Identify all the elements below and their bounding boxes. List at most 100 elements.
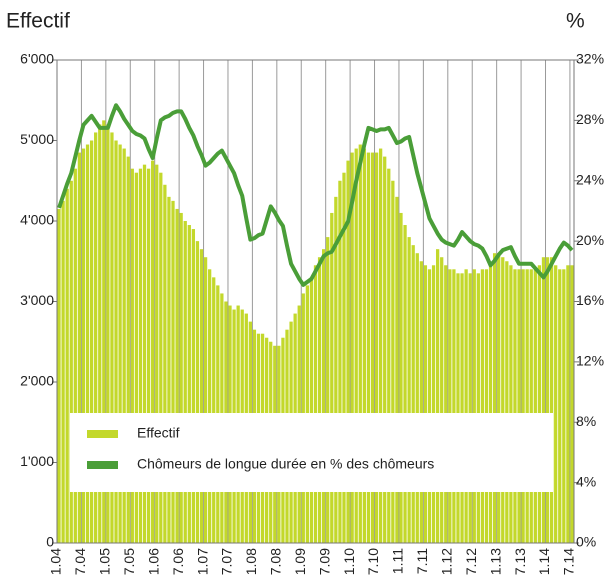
bar	[358, 144, 362, 543]
bar	[61, 200, 65, 543]
bar	[554, 265, 558, 543]
x-tick-label: 7.08	[268, 548, 284, 575]
bar	[427, 269, 432, 543]
bar	[395, 196, 399, 543]
y-tick-label: 2'000	[20, 373, 54, 389]
bar	[521, 269, 525, 543]
bar	[460, 273, 464, 543]
bar	[146, 168, 151, 544]
bar	[73, 168, 77, 544]
legend-label: Chômeurs de longue durée en % des chômeu…	[137, 456, 434, 472]
x-tick-label: 7.07	[219, 548, 235, 575]
bar	[114, 140, 118, 543]
bar	[399, 212, 403, 543]
bar	[208, 269, 212, 543]
bar	[362, 148, 366, 544]
y2-tick-label: 16%	[576, 292, 604, 308]
bar	[415, 253, 419, 543]
bar	[374, 152, 379, 543]
bar	[317, 257, 322, 543]
bar	[65, 188, 69, 544]
bar	[69, 180, 73, 543]
bar	[562, 269, 566, 543]
y-axis-label: Effectif	[6, 10, 70, 33]
lines	[57, 103, 574, 287]
bar	[179, 212, 183, 543]
bar	[501, 257, 505, 543]
y2-tick-label: 28%	[576, 111, 604, 127]
bar	[370, 152, 375, 543]
line	[57, 103, 574, 287]
y2-tick-label: 4%	[576, 473, 596, 489]
bar	[566, 265, 570, 543]
bar	[118, 144, 122, 543]
bar	[411, 245, 415, 543]
bar	[468, 273, 472, 543]
bar	[476, 273, 480, 543]
bar	[529, 269, 533, 543]
bar	[130, 168, 134, 544]
y2-tick-label: 32%	[576, 51, 604, 67]
bar	[334, 196, 338, 543]
bar	[513, 269, 517, 543]
bar	[163, 184, 167, 543]
bar	[354, 148, 358, 544]
bar	[492, 253, 497, 543]
x-tick-label: 1.12	[439, 548, 455, 575]
bar	[407, 237, 411, 543]
x-tick-label: 1.05	[97, 548, 113, 575]
y-tick-label: 0	[46, 534, 54, 550]
bar	[403, 225, 407, 543]
bar	[350, 152, 354, 543]
bar	[122, 148, 126, 544]
bar	[391, 180, 395, 543]
bar	[431, 265, 436, 543]
bar	[102, 120, 106, 543]
y2-tick-label: 0%	[576, 534, 596, 550]
bar	[533, 269, 537, 543]
x-tick-label: 1.11	[390, 548, 406, 574]
x-tick-label: 1.09	[292, 548, 308, 575]
bar	[509, 265, 513, 543]
y-tick-label: 5'000	[20, 131, 54, 147]
x-tick-label: 1.07	[194, 548, 210, 575]
x-tick-label: 1.10	[341, 548, 357, 575]
bar	[342, 172, 346, 543]
bar	[138, 168, 143, 544]
bar	[488, 265, 493, 543]
x-tick-label: 7.09	[316, 548, 332, 575]
bar	[346, 160, 350, 543]
bar	[525, 269, 529, 543]
bar	[537, 265, 542, 543]
bar	[85, 144, 90, 543]
x-tick-label: 7.10	[365, 548, 381, 575]
y2-axis-label: %	[566, 10, 585, 33]
bar	[497, 253, 501, 543]
bar	[558, 269, 562, 543]
bar	[517, 269, 521, 543]
y2-tick-label: 24%	[576, 171, 604, 187]
bar	[570, 265, 574, 543]
bar	[383, 156, 387, 543]
bar	[155, 164, 159, 543]
bar	[322, 249, 326, 544]
bar	[77, 152, 82, 543]
bar	[541, 257, 546, 543]
bar	[549, 257, 554, 543]
legend: Effectif Chômeurs de longue durée en % de…	[70, 413, 553, 492]
y2-tick-label: 12%	[576, 353, 604, 369]
bar	[309, 277, 314, 543]
bar	[419, 261, 423, 543]
x-tick-label: 7.05	[121, 548, 137, 575]
x-tick-label: 7.13	[512, 548, 528, 575]
bar	[472, 269, 476, 543]
y-tick-label: 4'000	[20, 212, 54, 228]
bar	[142, 164, 147, 543]
bar	[191, 229, 196, 544]
bar	[126, 156, 130, 543]
bar	[366, 152, 371, 543]
bar	[175, 208, 179, 544]
bar	[484, 269, 489, 543]
bar	[171, 200, 175, 543]
